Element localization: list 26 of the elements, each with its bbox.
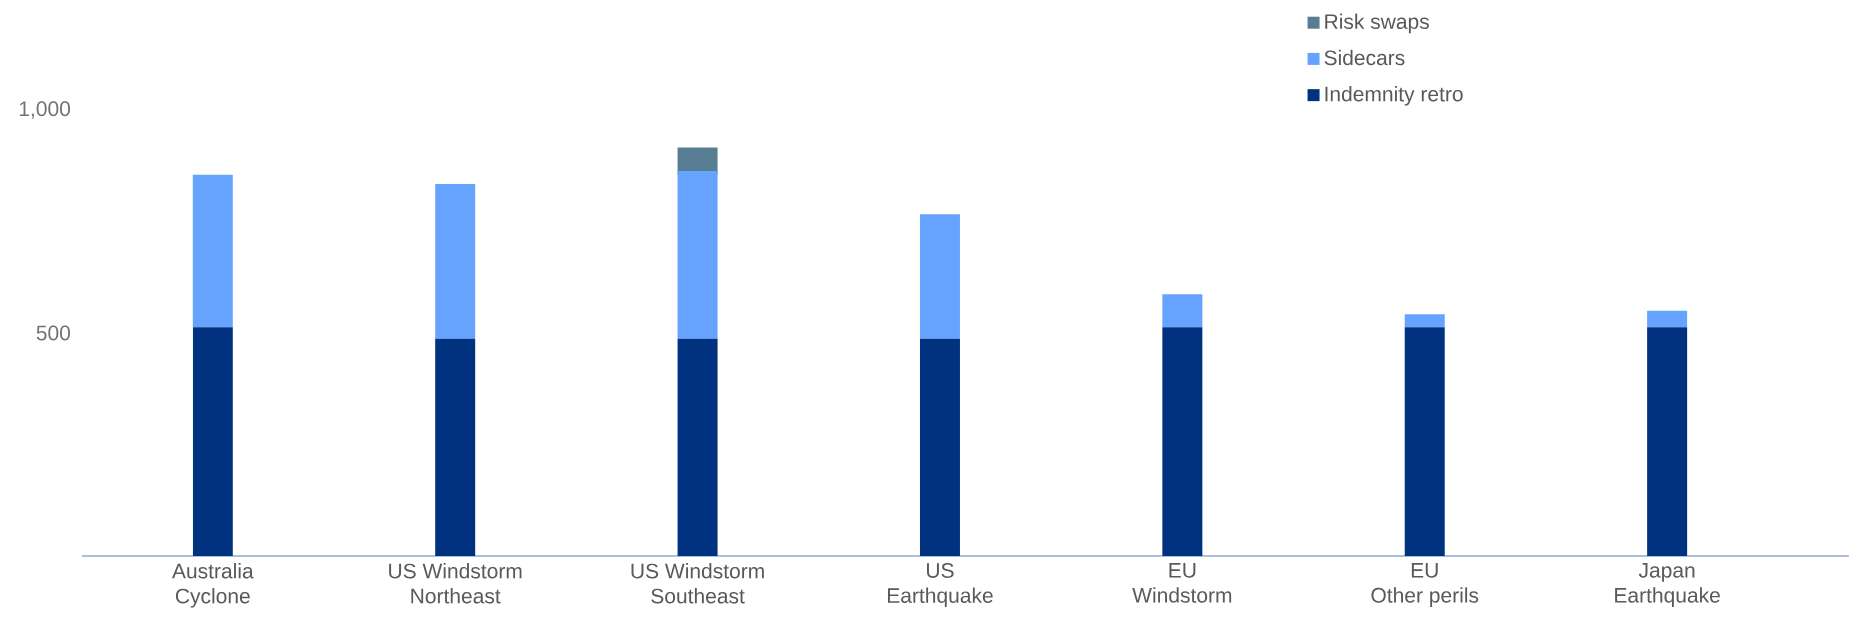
bar [435,184,476,339]
bar [1404,314,1445,328]
bar [192,327,233,556]
bar [1404,327,1445,556]
bar [1162,327,1203,556]
x-tick-label: Australia Cyclone [171,563,254,608]
x-tick-label: US Windstorm Southeast [631,563,764,604]
x-tick-label: EU Windstorm [1132,563,1232,603]
bar [1647,327,1688,556]
bar [1162,294,1203,328]
legend-label: Sidecars [1324,49,1405,66]
bar [435,338,476,556]
bar [677,171,718,339]
bar [677,338,718,556]
legend-label: Risk swaps [1325,13,1429,34]
bar [192,174,233,328]
bar [1647,310,1688,328]
y-tick-label: 1,000 [19,101,71,119]
x-tick-label: EU Other perils [1371,563,1479,607]
bar [919,338,960,556]
x-tick-label: US Windstorm Northeast [389,563,522,604]
x-tick-label: Japan Earthquake [1615,563,1720,607]
y-tick-label: 500 [36,325,71,341]
bar [919,214,960,339]
legend-label: Indemnity retro [1325,86,1463,106]
x-tick-label: US Earthquake [887,563,993,608]
